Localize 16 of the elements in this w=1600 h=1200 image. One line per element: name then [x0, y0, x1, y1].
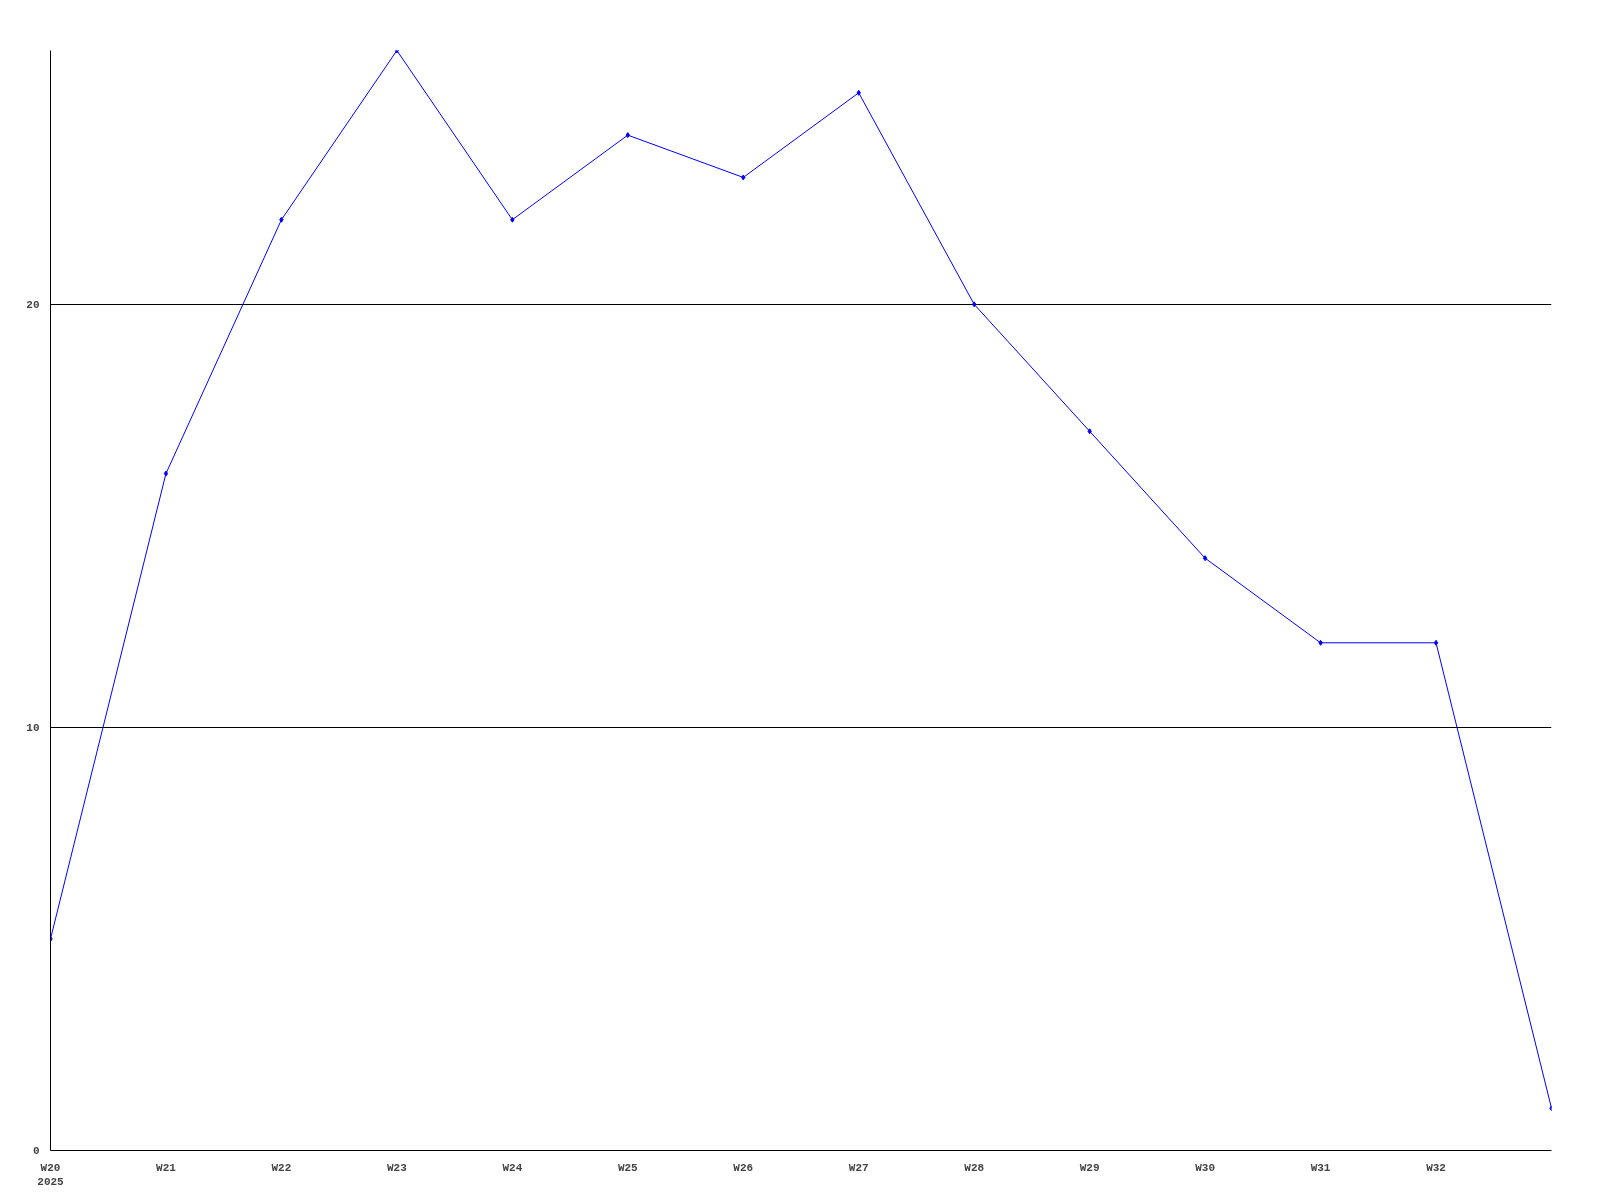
y-tick-label: 10 — [26, 721, 40, 734]
y-tick-label: 0 — [32, 1145, 40, 1157]
x-tick-label: W28 — [964, 1161, 985, 1174]
x-tick-label: W24 — [502, 1161, 523, 1174]
x-tick-label: W31 — [1310, 1161, 1331, 1174]
x-tick-label: W29 — [1079, 1161, 1100, 1174]
x-tick-label: W30 — [1195, 1161, 1216, 1174]
x-tick-label: W27 — [848, 1161, 869, 1174]
x-tick-label: W32 — [1426, 1161, 1446, 1174]
x-tick-label: W25 — [617, 1161, 639, 1174]
x-tick-label: W22 — [271, 1161, 292, 1174]
x-tick-label: W21 — [156, 1161, 177, 1174]
x-tick-label: W26 — [733, 1161, 754, 1174]
x-tick-label: W20 2025 — [37, 1161, 65, 1188]
y-tick-label: 20 — [26, 298, 40, 311]
x-tick-label: W23 — [386, 1161, 408, 1174]
